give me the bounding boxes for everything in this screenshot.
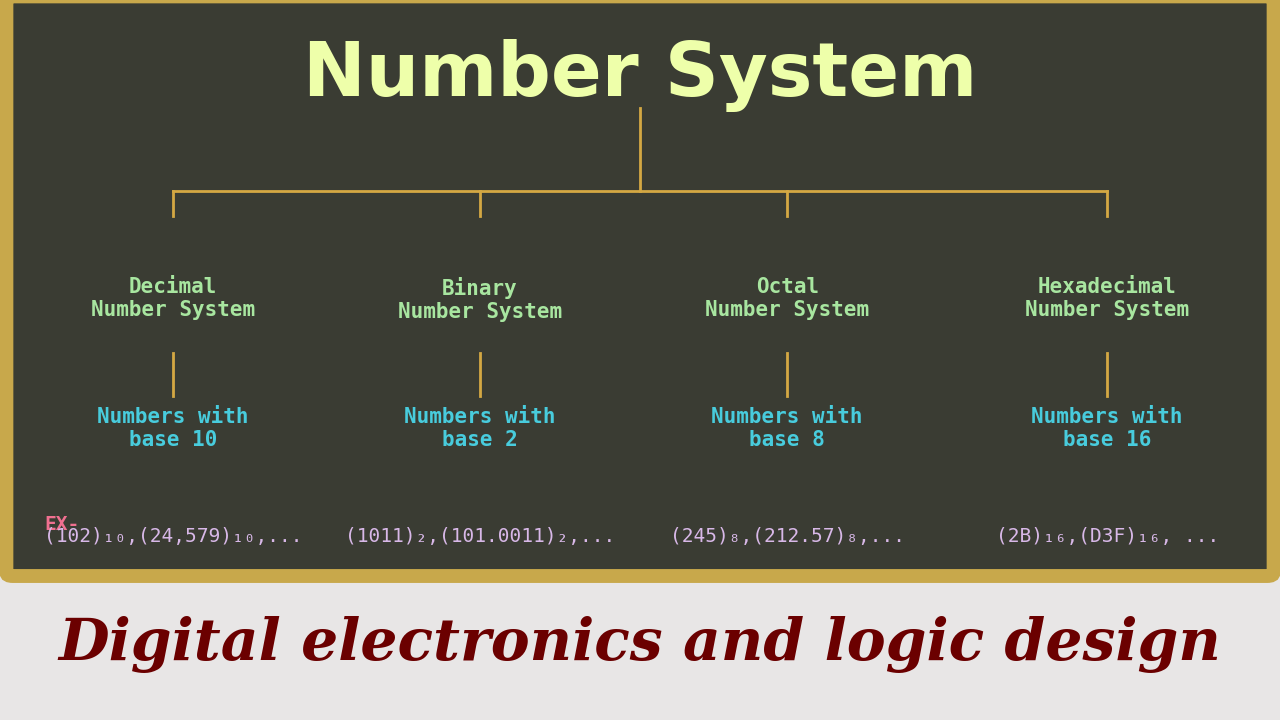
Text: Octal
Number System: Octal Number System bbox=[705, 277, 869, 320]
Text: Numbers with
base 16: Numbers with base 16 bbox=[1032, 407, 1183, 450]
Text: (2B)₁₆,(D3F)₁₆, ...: (2B)₁₆,(D3F)₁₆, ... bbox=[996, 527, 1219, 546]
Text: Numbers with
base 2: Numbers with base 2 bbox=[404, 407, 556, 450]
Text: EX-: EX- bbox=[45, 515, 81, 534]
Text: Hexadecimal
Number System: Hexadecimal Number System bbox=[1025, 277, 1189, 320]
Text: Binary
Number System: Binary Number System bbox=[398, 277, 562, 323]
Text: (1011)₂,(101.0011)₂,...: (1011)₂,(101.0011)₂,... bbox=[344, 527, 616, 546]
FancyBboxPatch shape bbox=[6, 0, 1274, 576]
Text: Numbers with
base 10: Numbers with base 10 bbox=[97, 407, 248, 450]
Text: Digital electronics and logic design: Digital electronics and logic design bbox=[59, 616, 1221, 673]
Text: Number System: Number System bbox=[303, 39, 977, 112]
Text: (102)₁₀,(24,579)₁₀,...: (102)₁₀,(24,579)₁₀,... bbox=[44, 527, 302, 546]
Text: Numbers with
base 8: Numbers with base 8 bbox=[712, 407, 863, 450]
Text: Decimal
Number System: Decimal Number System bbox=[91, 277, 255, 320]
Text: (245)₈,(212.57)₈,...: (245)₈,(212.57)₈,... bbox=[669, 527, 905, 546]
